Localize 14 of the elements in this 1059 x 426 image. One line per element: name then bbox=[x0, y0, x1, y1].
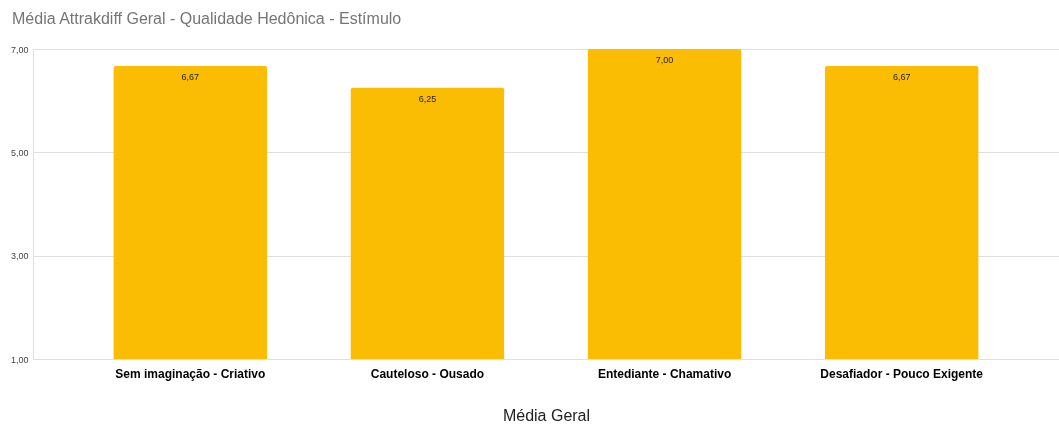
y-tick-label: 3,00 bbox=[10, 251, 29, 262]
x-tick-label: Sem imaginação - Criativo bbox=[115, 366, 266, 381]
data-label: 6,67 bbox=[181, 72, 200, 83]
x-tick-label: Entediante - Chamativo bbox=[597, 366, 732, 381]
chart-title: Média Attrakdiff Geral - Qualidade Hedônica - Estímulo bbox=[12, 10, 402, 27]
y-tick-label: 7,00 bbox=[10, 44, 29, 55]
data-label: 6,67 bbox=[892, 72, 911, 83]
x-tick-label: Desafiador - Pouco Exigente bbox=[820, 366, 984, 381]
data-label: 6,25 bbox=[418, 93, 437, 104]
x-axis-title: Média Geral bbox=[502, 406, 591, 424]
x-tick-label: Cauteloso - Ousado bbox=[370, 366, 485, 381]
data-label: 7,00 bbox=[655, 55, 674, 65]
y-tick-label: 5,00 bbox=[10, 147, 29, 158]
y-tick-label: 1,00 bbox=[10, 354, 29, 365]
